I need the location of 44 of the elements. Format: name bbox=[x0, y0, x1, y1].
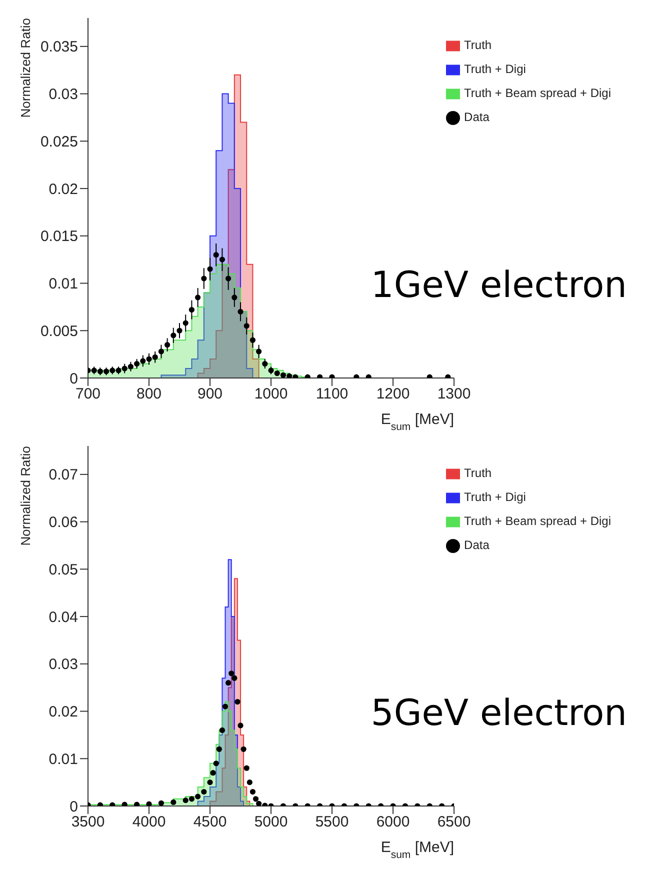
y-tick-label: 0 bbox=[70, 370, 78, 388]
y-tick-label: 0.03 bbox=[48, 656, 78, 674]
x-tick-label: 800 bbox=[136, 386, 162, 403]
x-tick-label: 900 bbox=[197, 386, 223, 403]
legend-label: Truth + Digi bbox=[464, 62, 526, 76]
y-tick-label: 0.01 bbox=[48, 276, 78, 293]
annotation: 5GeV electron bbox=[370, 692, 627, 734]
y-tick-label: 0.005 bbox=[40, 322, 78, 340]
y-tick-label: 0.04 bbox=[48, 608, 78, 626]
y-tick-label: 0.02 bbox=[48, 180, 78, 198]
legend-label: Truth bbox=[464, 38, 492, 52]
legend-label: Data bbox=[464, 538, 490, 552]
x-axis-title: E$_{sum}$ [MeV] bbox=[380, 839, 454, 861]
y-tick-label: 0.015 bbox=[40, 228, 78, 246]
x-tick-label: 6000 bbox=[376, 814, 410, 831]
x-tick-label: 5000 bbox=[254, 814, 288, 831]
x-tick-label: 4000 bbox=[132, 814, 166, 831]
y-axis-title: Normalized Ratio bbox=[18, 18, 33, 118]
y-axis-title: Normalized Ratio bbox=[18, 446, 33, 546]
legend-label: Truth + Digi bbox=[464, 490, 526, 504]
y-tick-label: 0.02 bbox=[48, 704, 78, 721]
y-tick-label: 0.05 bbox=[48, 561, 78, 578]
legend-label: Truth + Beam spread + Digi bbox=[464, 514, 611, 528]
x-tick-label: 1200 bbox=[376, 386, 410, 403]
y-tick-label: 0 bbox=[70, 798, 78, 816]
x-tick-label: 3500 bbox=[71, 814, 105, 831]
x-tick-label: 1300 bbox=[437, 386, 471, 403]
y-tick-label: 0.01 bbox=[48, 750, 78, 768]
legend-label: Truth bbox=[464, 466, 492, 480]
y-tick-label: 0.03 bbox=[48, 86, 78, 104]
x-axis-title: E$_{sum}$ [MeV] bbox=[380, 411, 454, 433]
x-tick-label: 1100 bbox=[316, 386, 348, 403]
annotation: 1GeV electron bbox=[370, 264, 627, 306]
x-tick-label: 4500 bbox=[193, 814, 227, 831]
x-tick-label: 1000 bbox=[254, 386, 288, 403]
legend-label: Truth + Beam spread + Digi bbox=[464, 86, 611, 100]
y-tick-label: 0.025 bbox=[40, 133, 78, 150]
y-tick-label: 0.035 bbox=[40, 38, 78, 56]
x-tick-label: 6500 bbox=[437, 814, 471, 831]
y-tick-label: 0.07 bbox=[48, 466, 78, 484]
legend-label: Data bbox=[464, 110, 490, 124]
x-tick-label: 700 bbox=[75, 386, 101, 403]
x-tick-label: 5500 bbox=[315, 814, 349, 831]
y-tick-label: 0.06 bbox=[48, 514, 78, 532]
